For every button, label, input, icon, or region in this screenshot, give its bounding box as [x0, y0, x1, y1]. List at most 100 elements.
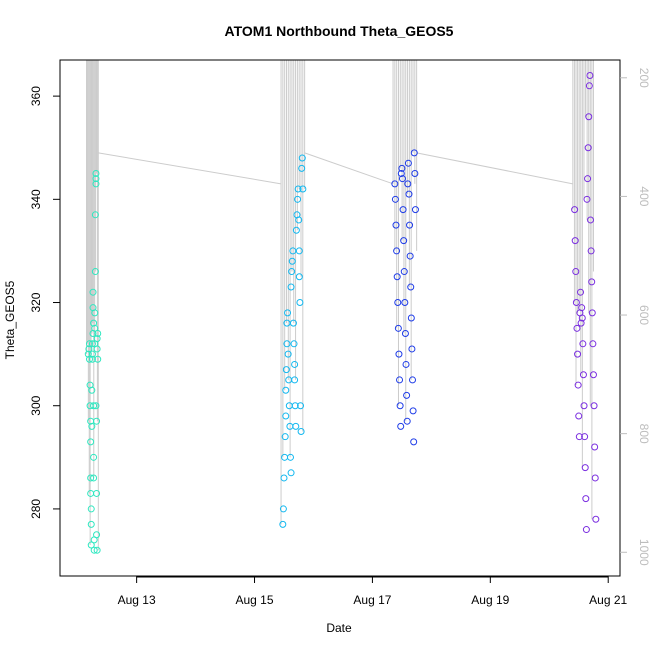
data-point: [280, 474, 288, 482]
data-point: [290, 340, 298, 348]
data-point: [89, 288, 97, 296]
data-point: [87, 438, 95, 446]
data-point: [93, 335, 101, 343]
data-point: [397, 170, 405, 178]
x-tick-label: Aug 15: [236, 593, 274, 607]
data-point: [294, 195, 302, 203]
data-point: [286, 453, 294, 461]
data-point: [395, 350, 403, 358]
x-tick-label: Aug 13: [118, 593, 156, 607]
data-point: [295, 273, 303, 281]
data-point: [572, 268, 580, 276]
data-point: [573, 324, 581, 332]
transit-line: [416, 152, 573, 185]
data-point: [404, 180, 412, 188]
data-point: [93, 546, 101, 554]
data-point: [402, 360, 410, 368]
y2-tick-label: 1000: [637, 539, 650, 566]
data-point: [91, 211, 99, 219]
y2-tick-label: 800: [637, 424, 650, 444]
data-point: [404, 159, 412, 167]
data-point: [92, 180, 100, 188]
data-point: [397, 422, 405, 430]
data-point: [92, 175, 100, 183]
data-point: [401, 299, 409, 307]
data-point: [88, 355, 96, 363]
data-point: [283, 340, 291, 348]
data-point: [407, 314, 415, 322]
x-tick-label: Aug 19: [471, 593, 509, 607]
data-point: [294, 185, 302, 193]
y-tick-label: 320: [29, 292, 43, 312]
data-point: [393, 273, 401, 281]
data-point: [571, 206, 579, 214]
data-point: [292, 226, 300, 234]
data-point: [401, 329, 409, 337]
data-point: [583, 195, 591, 203]
data-point: [296, 299, 304, 307]
data-point: [592, 515, 600, 523]
data-point: [584, 144, 592, 152]
data-point: [88, 340, 96, 348]
data-point: [93, 531, 101, 539]
y-tick-label: 340: [29, 189, 43, 209]
data-point: [398, 175, 406, 183]
data-point: [282, 366, 290, 374]
chart-title: ATOM1 Northbound Theta_GEOS5: [225, 23, 454, 39]
data-point: [298, 154, 306, 162]
x-tick-label: Aug 21: [589, 593, 627, 607]
data-point: [279, 505, 287, 513]
data-point: [92, 170, 100, 178]
data-point: [411, 170, 419, 178]
data-point: [396, 376, 404, 384]
data-point: [87, 474, 95, 482]
data-point: [591, 443, 599, 451]
data-point: [588, 278, 596, 286]
data-points: [84, 71, 600, 554]
data-point: [410, 438, 418, 446]
y2-axis: 200 400 600 800 1000: [620, 68, 650, 566]
data-point: [589, 340, 597, 348]
x-tick-label: Aug 17: [353, 593, 391, 607]
data-point: [298, 164, 306, 172]
data-point: [406, 252, 414, 260]
data-point: [295, 216, 303, 224]
data-point: [590, 402, 598, 410]
y-tick-label: 280: [29, 499, 43, 519]
data-point: [409, 407, 417, 415]
data-point: [575, 412, 583, 420]
data-point: [284, 309, 292, 317]
data-point: [85, 355, 93, 363]
data-point: [282, 386, 290, 394]
data-point: [93, 417, 101, 425]
data-point: [391, 195, 399, 203]
data-point: [282, 412, 290, 420]
y-tick-label: 300: [29, 395, 43, 415]
data-point: [586, 71, 594, 79]
data-point: [403, 391, 411, 399]
profile-lines: [86, 60, 594, 551]
data-point: [94, 355, 102, 363]
x-axis: Aug 13 Aug 15 Aug 17 Aug 19 Aug 21: [118, 576, 628, 607]
data-point: [575, 433, 583, 441]
data-point: [291, 376, 299, 384]
data-point: [409, 376, 417, 384]
data-point: [572, 299, 580, 307]
data-point: [396, 402, 404, 410]
data-point: [589, 371, 597, 379]
data-point: [577, 288, 585, 296]
data-point: [580, 402, 588, 410]
data-point: [587, 247, 595, 255]
data-point: [87, 505, 95, 513]
data-point: [299, 185, 307, 193]
data-point: [393, 247, 401, 255]
data-point: [281, 433, 289, 441]
data-point: [579, 371, 587, 379]
data-point: [392, 221, 400, 229]
data-point: [90, 319, 98, 327]
y-tick-label: 360: [29, 86, 43, 106]
data-point: [90, 546, 98, 554]
data-point: [394, 324, 402, 332]
y2-tick-label: 600: [637, 305, 650, 325]
